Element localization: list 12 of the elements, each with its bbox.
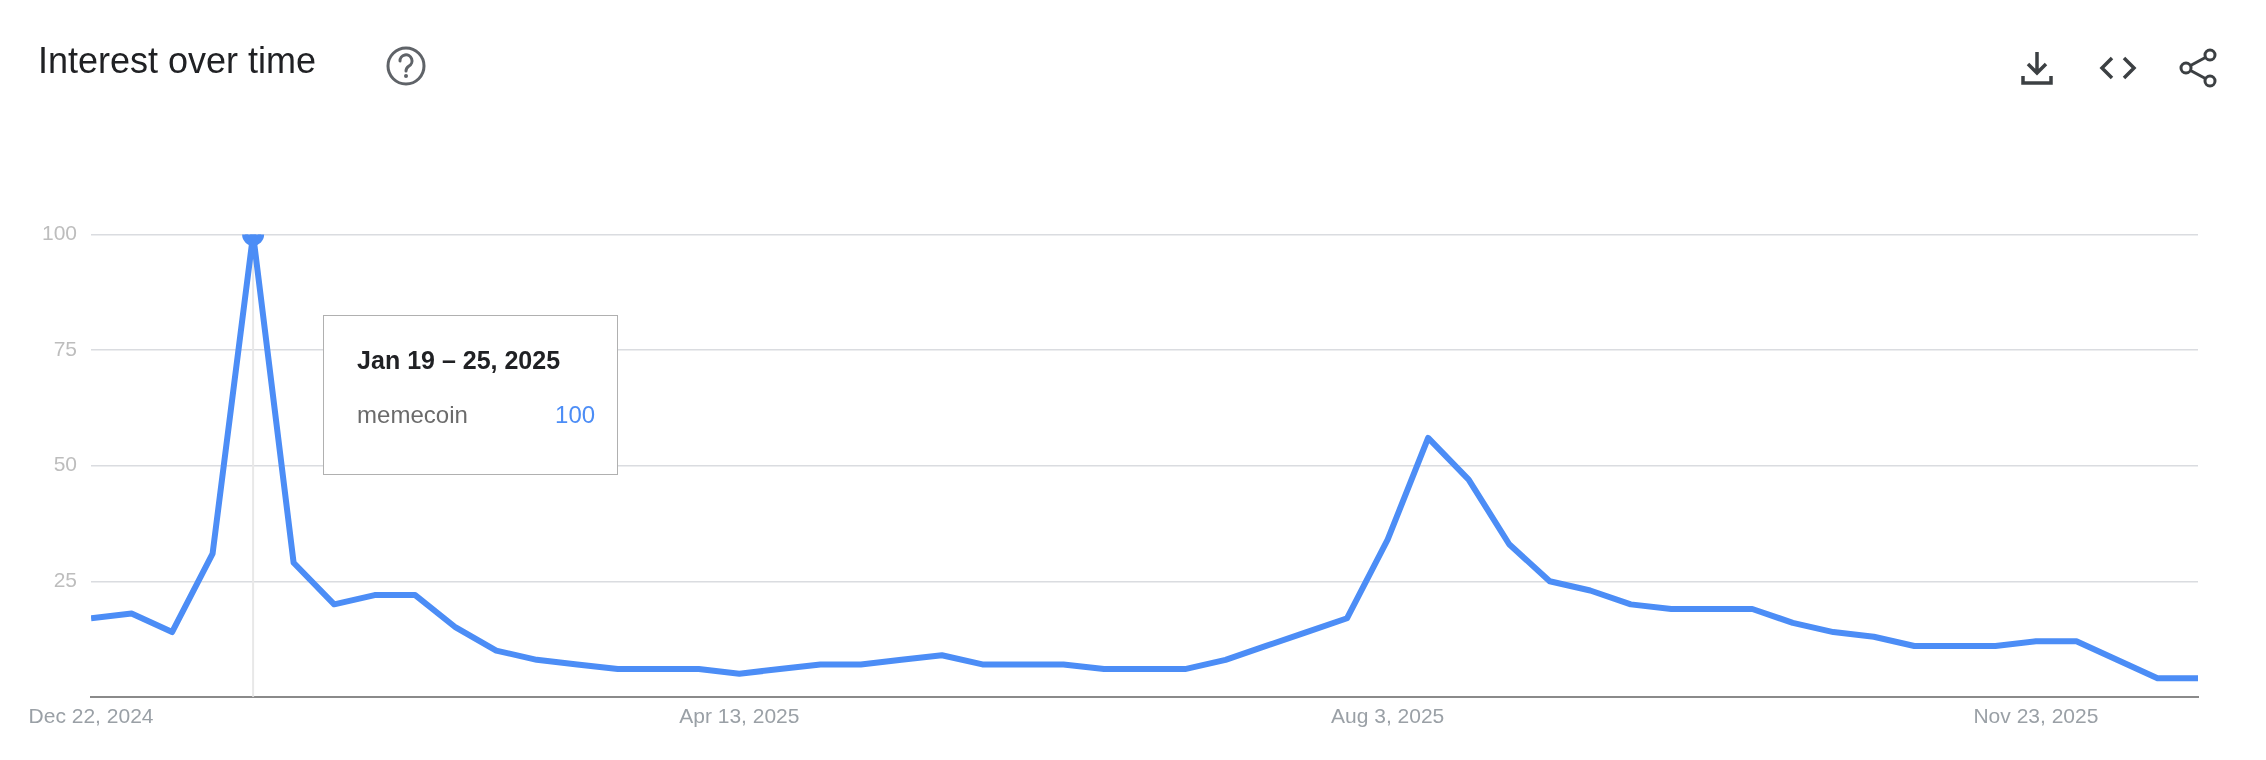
- tooltip-box: Jan 19 – 25, 2025 memecoin 100: [323, 314, 619, 475]
- y-tick-label: 50: [53, 452, 78, 476]
- y-tick-label: 75: [53, 336, 78, 360]
- x-tick-label: Aug 3, 2025: [1331, 704, 1445, 728]
- x-tick-label: Nov 23, 2025: [1973, 704, 2099, 728]
- y-tick-label: 100: [41, 221, 78, 245]
- chart-title: Interest over time: [38, 40, 317, 82]
- x-tick-label: Dec 22, 2024: [28, 704, 154, 728]
- annotation: 100: [555, 400, 596, 429]
- annotation: Jan 19 – 25, 2025: [357, 345, 562, 375]
- y-tick-label: 25: [53, 568, 78, 592]
- x-tick-label: Apr 13, 2025: [679, 704, 800, 728]
